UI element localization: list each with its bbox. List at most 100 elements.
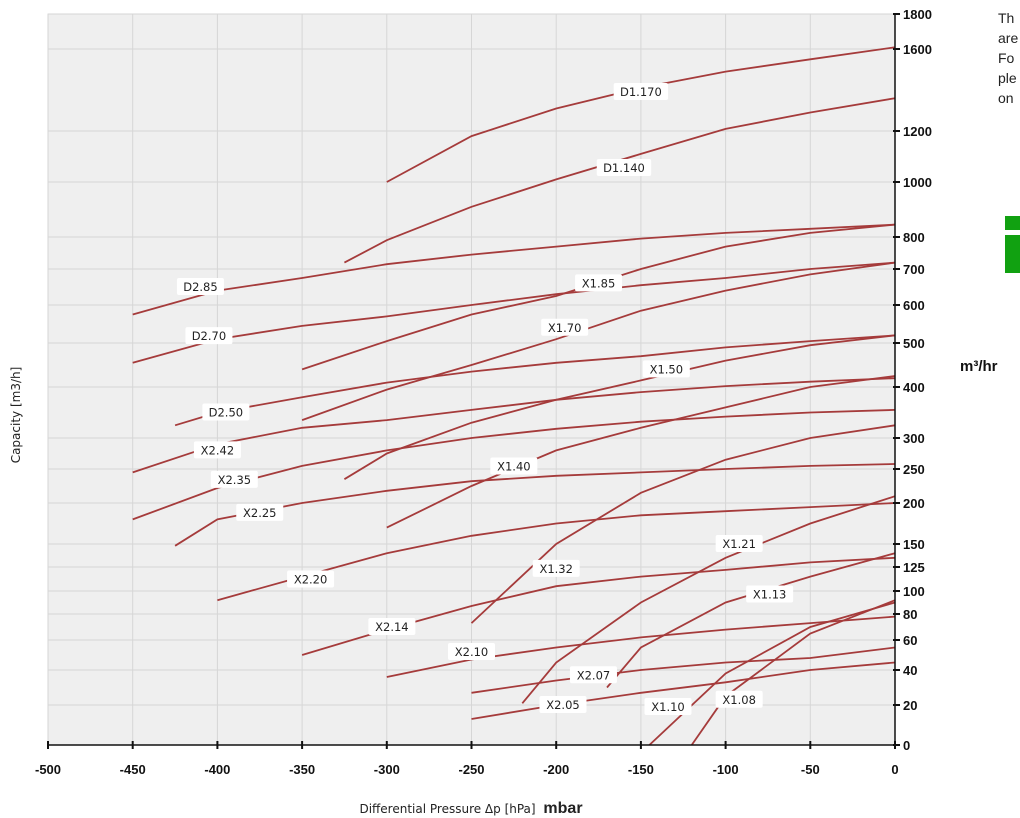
curve-label-text: X1.70 <box>548 321 581 335</box>
x-tick-label: -250 <box>458 762 484 777</box>
curve-label-bg <box>569 666 617 684</box>
y-tick-label: 1600 <box>903 42 932 57</box>
x-tick-label: -400 <box>204 762 230 777</box>
y-tick-label: 600 <box>903 298 925 313</box>
side-text-line: are <box>998 30 1019 46</box>
x-tick-label: -200 <box>543 762 569 777</box>
curve-label-text: X1.40 <box>497 460 530 474</box>
curve-label-text: X2.14 <box>375 620 408 634</box>
y-tick-label: 400 <box>903 380 925 395</box>
curve-label-bg <box>236 503 284 521</box>
curve-label-x1-08: X1.08 <box>715 690 763 708</box>
side-text-line: ple <box>998 70 1017 86</box>
curve-label-bg <box>176 278 224 295</box>
curve-x1-32 <box>470 424 896 624</box>
curve-label-text: X2.42 <box>201 443 234 457</box>
x-axis-title: Differential Pressure Δp [hPa] mbar <box>359 800 582 817</box>
curve-label-x1-13: X1.13 <box>746 585 794 603</box>
y-tick-label: 200 <box>903 496 925 511</box>
curve-label-text: X1.85 <box>582 276 615 290</box>
curve-label-bg <box>448 643 495 660</box>
curve-label-bg <box>746 585 794 603</box>
y-tick-label: 60 <box>903 633 917 648</box>
y-tick-label: 150 <box>903 537 925 552</box>
curve-label-text: X2.05 <box>546 698 579 712</box>
curve-label-bg <box>613 83 669 101</box>
curve-label-x2-35: X2.35 <box>210 470 258 488</box>
y-tick-label: 1800 <box>903 7 932 22</box>
curve-label-x1-32: X1.32 <box>532 559 580 577</box>
curve-label-bg <box>575 274 623 292</box>
y-tick-label: 1200 <box>903 124 932 139</box>
y-tick-label: 1000 <box>903 175 932 190</box>
curve-label-x2-25: X2.25 <box>236 503 284 521</box>
curve-label-bg <box>715 690 763 708</box>
y-axis-title: Capacity [m3/h] <box>9 367 23 464</box>
curve-label-d2-70: D2.70 <box>185 327 233 345</box>
curve-label-text: D2.50 <box>209 406 243 420</box>
curve-label-x1-10: X1.10 <box>644 698 692 715</box>
y-tick-label: 20 <box>903 698 917 713</box>
side-description: Th are Fo ple on <box>998 8 1018 108</box>
curve-label-text: X1.21 <box>722 537 755 551</box>
curve-label-text: X2.07 <box>577 668 610 682</box>
y-tick-label: 100 <box>903 584 925 599</box>
curve-label-x2-10: X2.10 <box>448 643 495 660</box>
curve-label-bg <box>490 457 538 475</box>
curve-d2-50 <box>174 334 896 427</box>
curve-label-x1-40: X1.40 <box>490 457 538 475</box>
curve-label-bg <box>193 441 241 459</box>
x-axis-label: Differential Pressure Δp [hPa] <box>359 802 535 816</box>
side-text-line: Th <box>998 10 1015 26</box>
side-text-line: Fo <box>998 50 1015 66</box>
x-tick-label: -50 <box>801 762 820 777</box>
curve-label-bg <box>642 360 690 378</box>
curve-x1-70 <box>301 261 896 421</box>
y-unit-label: m³/hr <box>960 358 998 375</box>
curve-label-text: X2.25 <box>243 506 276 520</box>
curve-label-x1-70: X1.70 <box>541 318 589 336</box>
curve-label-text: X1.32 <box>539 562 572 576</box>
y-tick-label: 500 <box>903 336 925 351</box>
curve-label-text: X1.08 <box>722 693 755 707</box>
curve-label-d2-85: D2.85 <box>176 278 224 295</box>
x-tick-label: 0 <box>891 762 898 777</box>
x-tick-label: -350 <box>289 762 315 777</box>
x-tick-label: -500 <box>35 762 61 777</box>
y-tick-label: 80 <box>903 607 917 622</box>
curve-d2-70 <box>132 261 896 364</box>
curve-label-text: X2.35 <box>218 473 251 487</box>
y-tick-label: 300 <box>903 431 925 446</box>
curve-x1-21 <box>521 495 896 704</box>
curve-x2-35 <box>132 409 896 521</box>
curve-label-x1-21: X1.21 <box>715 535 763 552</box>
y-tick-label: 700 <box>903 262 925 277</box>
curve-d2-85 <box>132 223 896 316</box>
curve-label-text: X1.13 <box>753 587 786 601</box>
y-tick-label: 800 <box>903 230 925 245</box>
curve-label-text: X2.10 <box>455 645 488 659</box>
curve-label-x2-07: X2.07 <box>569 666 617 684</box>
curve-label-text: X2.20 <box>294 572 327 586</box>
y-tick-label: 125 <box>903 560 925 575</box>
x-tick-label: -100 <box>713 762 739 777</box>
curve-label-bg <box>368 618 416 635</box>
y-tick-label: 250 <box>903 462 925 477</box>
curve-label-bg <box>202 403 250 421</box>
curve-label-bg <box>532 559 580 577</box>
curve-label-x2-20: X2.20 <box>287 570 335 588</box>
curve-label-x1-50: X1.50 <box>642 360 690 378</box>
curve-label-d2-50: D2.50 <box>202 403 250 421</box>
curve-label-bg <box>539 696 587 713</box>
curve-label-bg <box>185 327 233 345</box>
x-tick-label: -300 <box>374 762 400 777</box>
x-tick-label: -450 <box>120 762 146 777</box>
curve-label-text: D1.170 <box>620 85 662 99</box>
curve-x2-42 <box>132 377 896 474</box>
side-text-line: on <box>998 90 1014 106</box>
curve-label-d1-140: D1.140 <box>596 158 652 176</box>
curve-label-x2-42: X2.42 <box>193 441 241 459</box>
curve-label-text: D2.85 <box>183 280 217 294</box>
curve-label-x2-05: X2.05 <box>539 696 587 713</box>
